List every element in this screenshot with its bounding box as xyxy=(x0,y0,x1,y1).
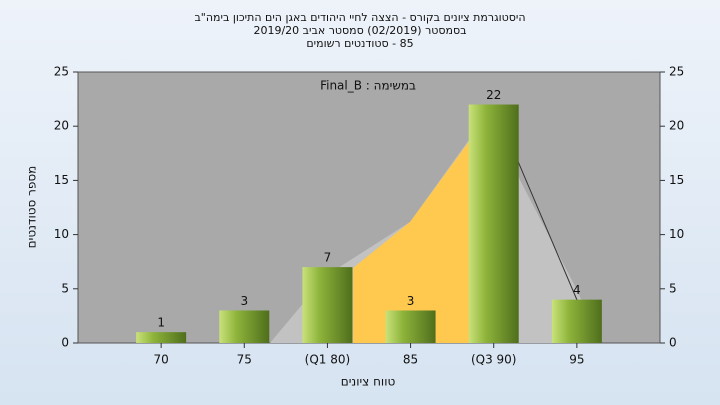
data-label: 7 xyxy=(324,251,332,265)
y-tick-label: 10 xyxy=(54,227,69,241)
y-tick-label: 15 xyxy=(54,173,69,187)
x-tick-label: 95 xyxy=(569,353,584,367)
y-tick-label: 20 xyxy=(54,119,69,133)
x-axis-label: טווח ציונים xyxy=(341,375,396,389)
y2-tick-label: 10 xyxy=(669,227,684,241)
data-label: 3 xyxy=(240,294,248,308)
y-tick-label: 25 xyxy=(54,65,69,79)
data-label: 22 xyxy=(486,88,501,102)
x-tick-label: (Q3 90) xyxy=(471,353,517,367)
chart-subtitle: בסמסטר (02/2019) סמסטר אביב 2019/20 xyxy=(253,24,466,37)
data-label: 1 xyxy=(157,316,165,330)
chart-title: היסטוגרמת ציונים בקורס - הצצה לחיי היהוד… xyxy=(194,11,525,24)
bar xyxy=(219,310,270,343)
x-tick-label: 70 xyxy=(154,353,169,367)
bar xyxy=(385,310,436,343)
quartile-area xyxy=(353,110,494,343)
data-label: 4 xyxy=(573,283,581,297)
chart-subtitle: 85 - סטודנטים רשומים xyxy=(306,37,413,50)
bar xyxy=(302,267,353,343)
x-tick-label: 85 xyxy=(403,353,418,367)
bar xyxy=(468,104,519,344)
annotation: במשימה : Final_B xyxy=(320,79,416,93)
y2-tick-label: 0 xyxy=(669,336,677,350)
x-tick-label: 75 xyxy=(237,353,252,367)
x-tick-label: (Q1 80) xyxy=(305,353,351,367)
y2-tick-label: 20 xyxy=(669,119,684,133)
y-tick-label: 0 xyxy=(61,336,69,350)
y-axis-label: מספר סטודנטים xyxy=(25,166,39,249)
data-label: 3 xyxy=(407,294,415,308)
bar xyxy=(551,299,602,343)
y2-tick-label: 25 xyxy=(669,65,684,79)
y-tick-label: 5 xyxy=(61,281,69,295)
y2-tick-label: 15 xyxy=(669,173,684,187)
y2-tick-label: 5 xyxy=(669,281,677,295)
bar xyxy=(136,332,187,343)
